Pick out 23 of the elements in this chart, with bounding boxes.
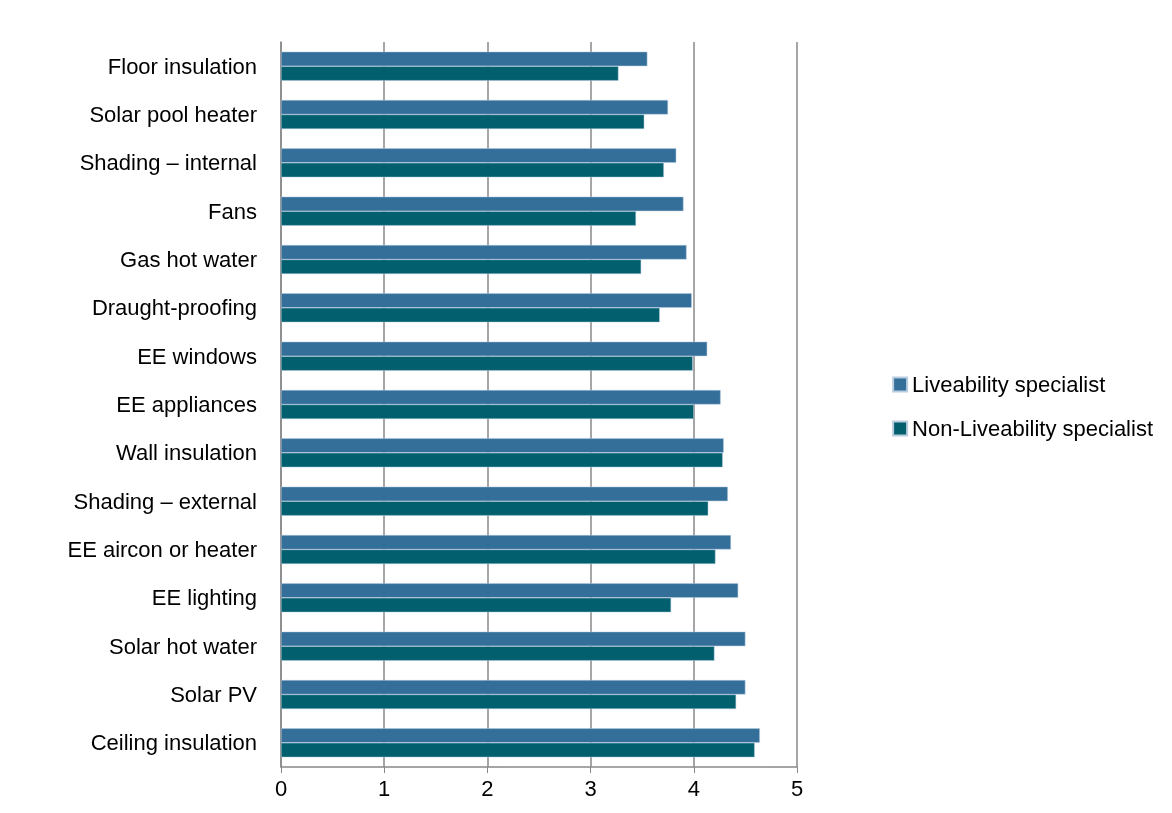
- y-tick-label: Shading – external: [73, 488, 257, 514]
- y-tick-label: Floor insulation: [107, 53, 257, 79]
- y-tick-label: Gas hot water: [120, 247, 257, 272]
- y-tick-label: Draught-proofing: [91, 295, 257, 321]
- x-tick-label: 2: [481, 775, 494, 801]
- y-tick-label: EE aircon or heater: [67, 537, 257, 562]
- y-tick-label: Shading – internal: [79, 150, 257, 176]
- y-tick-label: EE windows: [137, 343, 257, 369]
- legend-label: Non-Liveability specialist: [912, 416, 1154, 441]
- x-tick-label: 5: [790, 775, 804, 801]
- x-tick-label: 0: [274, 775, 288, 801]
- legend-label: Liveability specialist: [912, 372, 1106, 397]
- y-tick-label: EE lighting: [151, 585, 257, 611]
- y-tick-label: Fans: [208, 198, 257, 224]
- y-tick-label: Solar pool heater: [89, 102, 257, 127]
- y-tick-label: Solar PV: [170, 682, 258, 707]
- x-tick-label: 4: [687, 775, 700, 801]
- y-tick-label: Ceiling insulation: [90, 730, 257, 756]
- y-tick-label: Wall insulation: [115, 440, 257, 466]
- y-tick-label: Solar hot water: [109, 633, 257, 659]
- x-tick-label: 3: [584, 775, 597, 801]
- x-tick-label: 1: [378, 775, 391, 801]
- y-tick-label: EE appliances: [116, 392, 257, 417]
